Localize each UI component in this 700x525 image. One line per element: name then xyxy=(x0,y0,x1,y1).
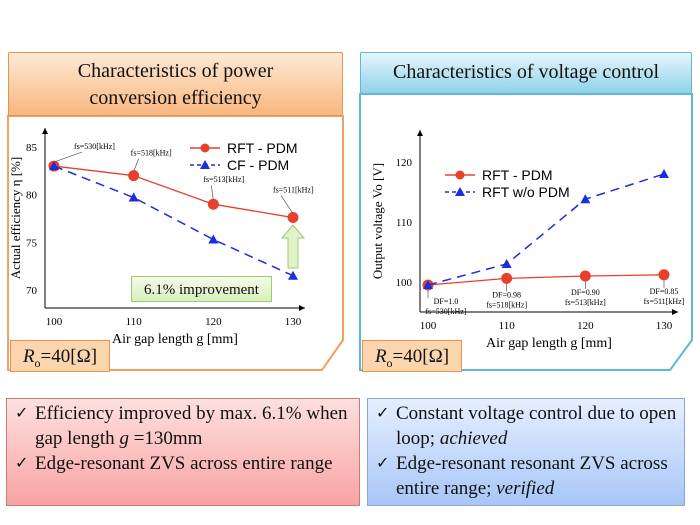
load-resistance-label: Ro=40[Ω] xyxy=(10,340,110,372)
data-point xyxy=(288,270,298,280)
ro-symbol: R xyxy=(22,346,35,367)
y-tick-label: 85 xyxy=(26,142,38,154)
right-panel-border xyxy=(359,93,693,371)
data-point xyxy=(501,272,513,284)
x-tick-label: 110 xyxy=(126,316,143,328)
voltage-summary: ✓ Constant voltage control due to open lo… xyxy=(367,398,685,506)
bullet-text: Constant voltage control due to open loo… xyxy=(396,403,677,449)
duty-annotation: DF=0.90 xyxy=(571,288,600,297)
annotation-leader xyxy=(53,151,83,163)
frequency-annotation: fs=511[kHz] xyxy=(644,297,685,306)
up-arrow-icon xyxy=(280,224,306,269)
ro-subscript: o xyxy=(34,355,41,370)
x-axis-label: Air gap length g [mm] xyxy=(112,332,238,347)
y-axis-label: Actual efficiency η [%] xyxy=(8,157,23,279)
y-tick-label: 75 xyxy=(26,237,38,249)
data-point xyxy=(501,259,512,268)
bullet-item: ✓ Edge-resonant resonant ZVS across entir… xyxy=(376,451,678,501)
x-tick-label: 120 xyxy=(205,316,222,328)
check-icon: ✓ xyxy=(376,455,390,472)
right-panel-title: Characteristics of voltage control xyxy=(360,52,692,94)
x-tick-label: 130 xyxy=(656,320,673,332)
annotation-leader xyxy=(133,158,139,172)
y-axis-arrow xyxy=(417,130,423,136)
ro-value: =40[Ω] xyxy=(40,346,98,367)
data-point xyxy=(658,269,670,281)
y-tick-label: 80 xyxy=(26,190,38,202)
x-tick-label: 110 xyxy=(499,320,516,332)
legend-label: RFT - PDM xyxy=(482,167,553,183)
ro-symbol: R xyxy=(374,346,387,367)
efficiency-summary: ✓ Efficiency improved by max. 6.1% when g… xyxy=(6,398,360,506)
data-point xyxy=(207,198,219,210)
data-point xyxy=(659,169,669,178)
annotation-leader xyxy=(210,185,214,201)
frequency-annotation: fs=513[kHz] xyxy=(203,175,244,184)
frequency-annotation: fs=511[kHz] xyxy=(273,186,314,195)
check-icon: ✓ xyxy=(15,405,29,422)
x-tick-label: 100 xyxy=(420,320,437,332)
data-point xyxy=(208,234,219,244)
bullet-item: ✓ Constant voltage control due to open lo… xyxy=(376,401,678,451)
data-point xyxy=(287,212,299,224)
y-tick-label: 100 xyxy=(396,277,413,289)
series-line xyxy=(427,274,665,286)
left-panel-border xyxy=(7,115,344,371)
legend-marker xyxy=(200,160,210,169)
x-axis-arrow xyxy=(299,305,305,311)
duty-annotation: DF=1.0 xyxy=(434,297,459,306)
series-line xyxy=(53,165,294,219)
x-axis-arrow xyxy=(672,309,678,315)
frequency-annotation: fs=530[kHz] xyxy=(426,307,467,316)
data-point xyxy=(579,270,591,282)
check-icon: ✓ xyxy=(376,405,390,422)
frequency-annotation: fs=513[kHz] xyxy=(565,298,606,307)
legend-label: RFT w/o PDM xyxy=(482,184,570,200)
title-line: Characteristics of power xyxy=(77,60,274,82)
y-axis-label: Output voltage Vo [V] xyxy=(370,163,385,279)
legend-label: CF - PDM xyxy=(227,157,289,173)
ro-value: =40[Ω] xyxy=(392,346,450,367)
bullet-text: Edge-resonant resonant ZVS across entire… xyxy=(396,453,668,499)
legend-label: RFT - PDM xyxy=(227,140,298,156)
data-point xyxy=(128,170,140,182)
data-point xyxy=(49,161,59,171)
frequency-annotation: fs=530[kHz] xyxy=(74,142,115,151)
y-axis-arrow xyxy=(42,128,48,134)
improvement-label: 6.1% improvement xyxy=(131,276,272,302)
bullet-item: ✓ Efficiency improved by max. 6.1% when g… xyxy=(15,401,353,451)
frequency-annotation: fs=518[kHz] xyxy=(486,300,527,309)
duty-annotation: DF=0.98 xyxy=(492,290,521,299)
data-point xyxy=(423,280,433,289)
data-point xyxy=(128,192,139,202)
bullet-text: Efficiency improved by max. 6.1% when ga… xyxy=(35,403,348,449)
x-tick-label: 120 xyxy=(577,320,594,332)
bullet-item: ✓ Edge-resonant ZVS across entire range xyxy=(15,451,353,476)
data-point xyxy=(580,194,591,204)
legend-marker xyxy=(455,170,465,180)
legend-marker xyxy=(200,143,210,153)
ro-subscript: o xyxy=(386,355,393,370)
load-resistance-label: Ro=40[Ω] xyxy=(362,340,462,372)
legend-marker xyxy=(455,187,465,196)
y-tick-label: 110 xyxy=(396,217,413,229)
x-axis-label: Air gap length g [mm] xyxy=(486,336,612,351)
x-tick-label: 100 xyxy=(46,316,63,328)
y-tick-label: 120 xyxy=(396,157,413,169)
left-panel-title: Characteristics of power conversion effi… xyxy=(8,52,343,116)
check-icon: ✓ xyxy=(15,455,29,472)
series-line xyxy=(53,165,294,277)
bullet-text: Edge-resonant ZVS across entire range xyxy=(35,453,333,474)
duty-annotation: DF=0.85 xyxy=(650,287,679,296)
title-line: conversion efficiency xyxy=(89,87,262,109)
frequency-annotation: fs=518[kHz] xyxy=(131,149,172,158)
y-tick-label: 70 xyxy=(26,285,38,297)
x-tick-label: 130 xyxy=(285,316,302,328)
annotation-leader xyxy=(280,195,294,214)
